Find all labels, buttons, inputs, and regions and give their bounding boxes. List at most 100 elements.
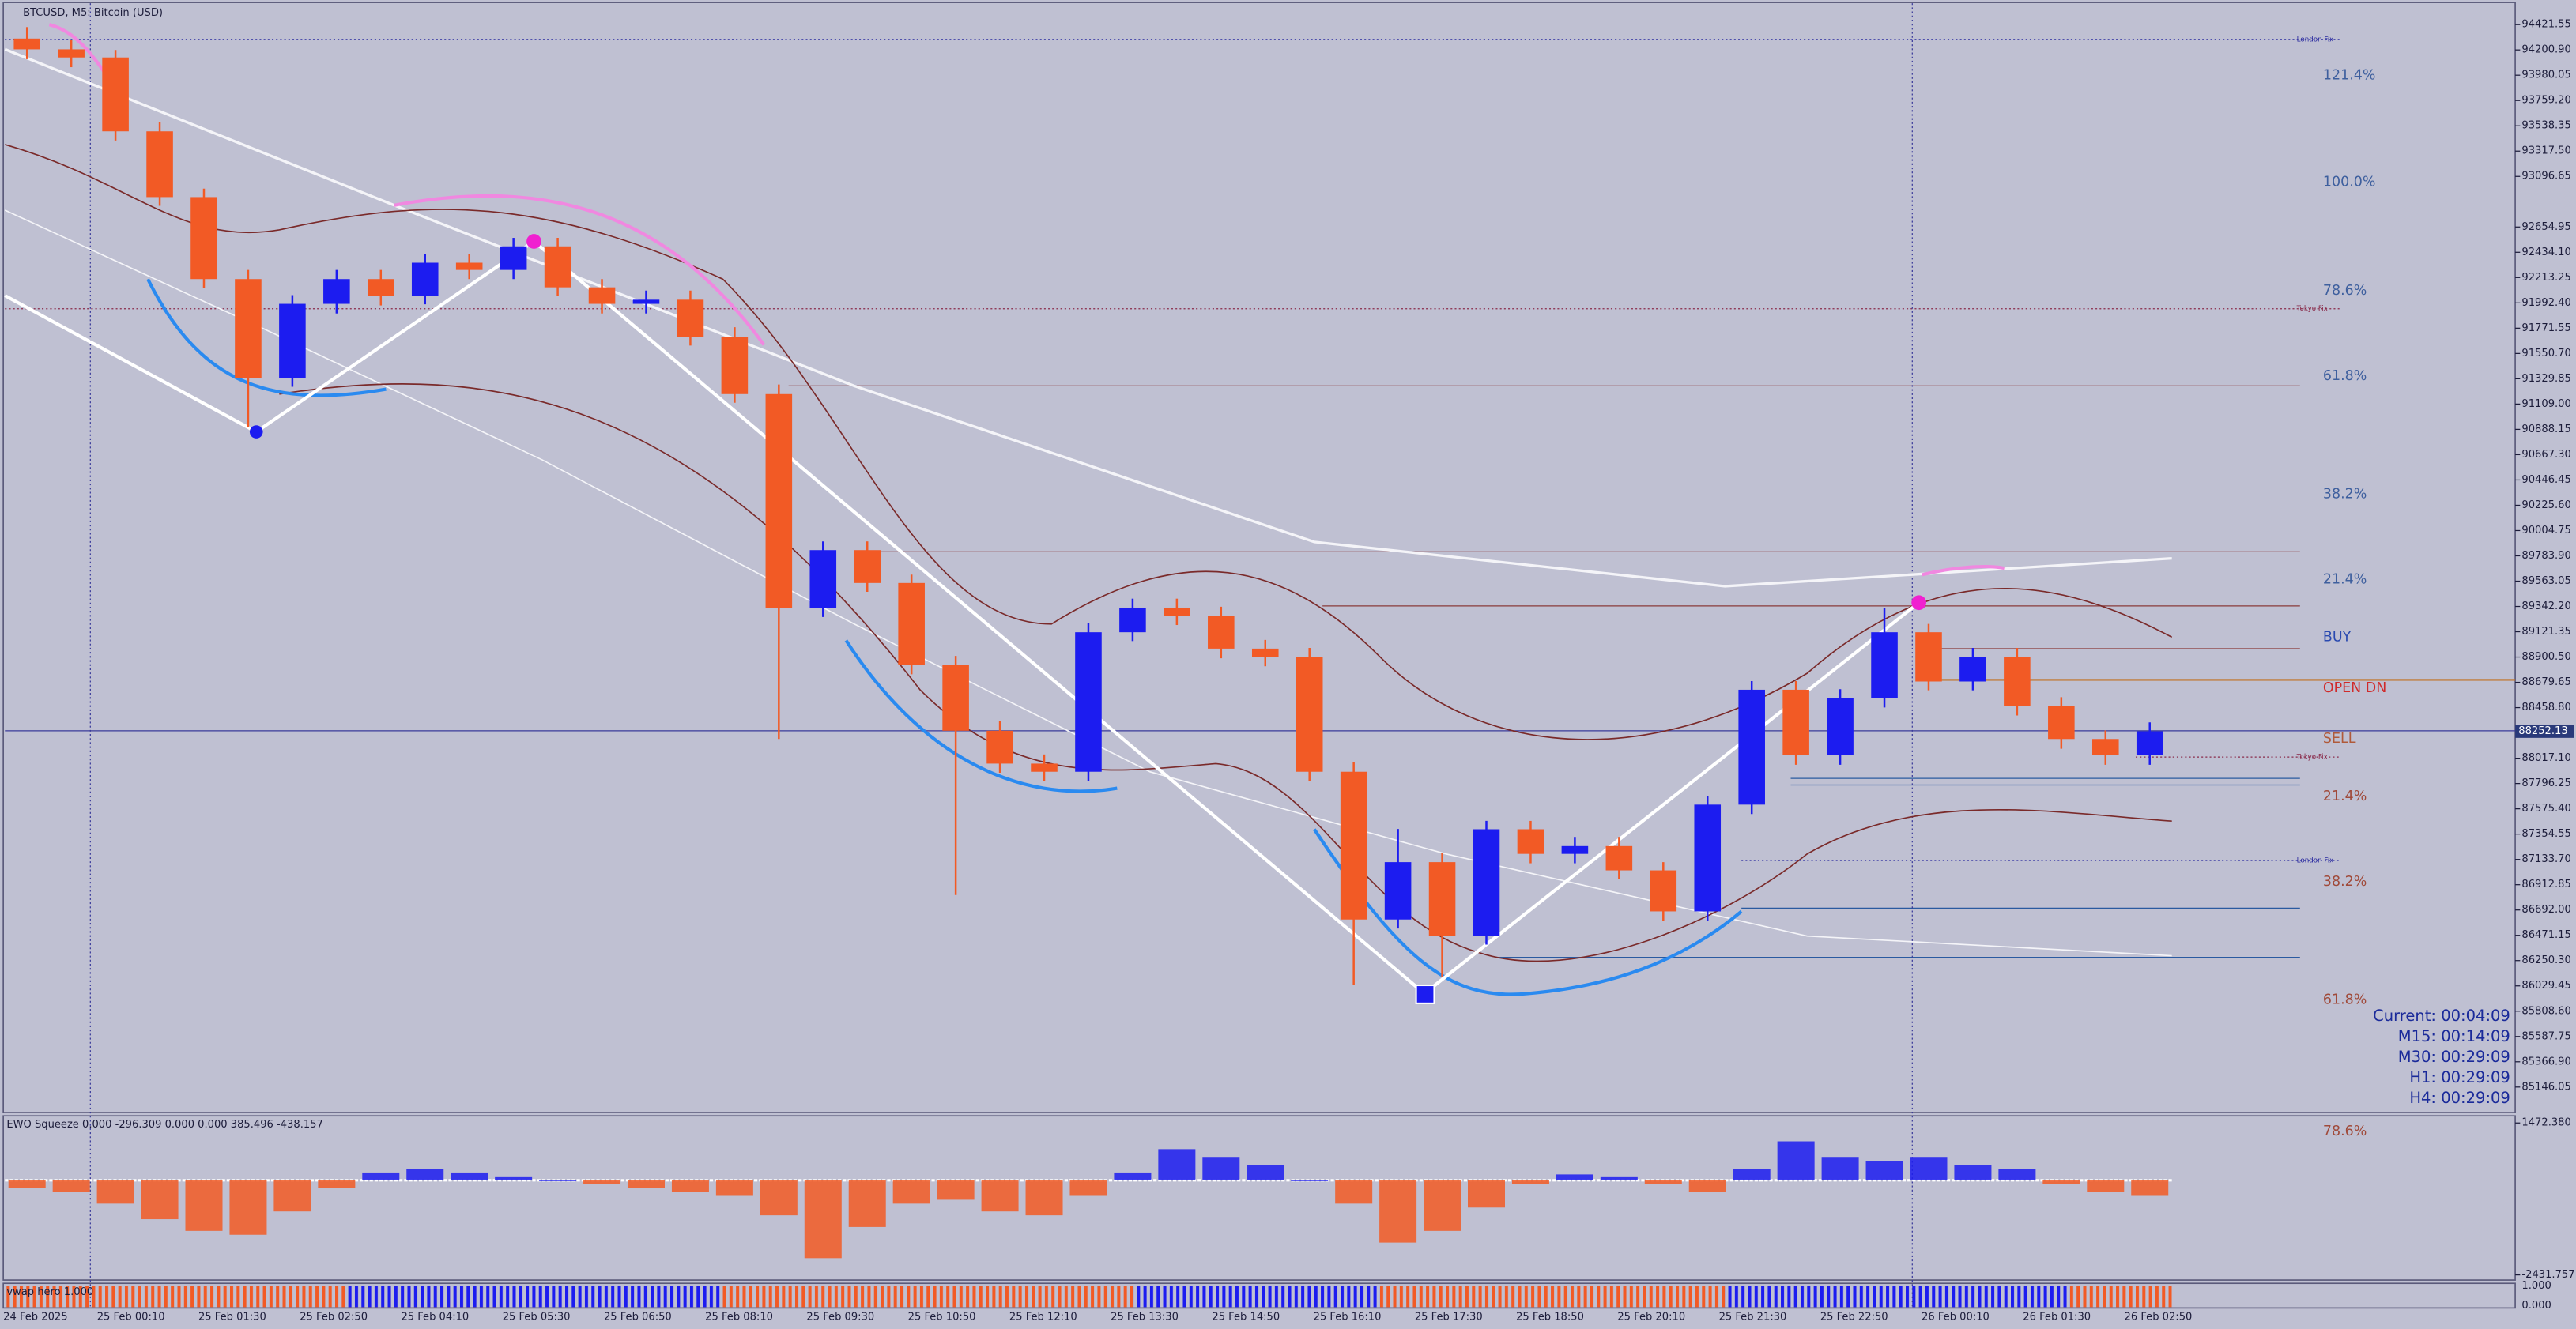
- oscillator-bar: [1424, 1180, 1461, 1231]
- y-tick-label: 94421.55: [2521, 19, 2570, 31]
- y-tick-label: 90888.15: [2521, 424, 2570, 435]
- oscillator-bar: [406, 1169, 444, 1180]
- y-tick-label: 90225.60: [2521, 499, 2570, 511]
- x-tick-label: 24 Feb 2025: [3, 1311, 67, 1323]
- annotation: Tokyo Fix: [2296, 305, 2328, 313]
- y-tick-label: 91550.70: [2521, 348, 2570, 360]
- y-tick-label: 87575.40: [2521, 803, 2570, 815]
- oscillator-bar: [981, 1180, 1019, 1212]
- fib-label: 78.6%: [2323, 283, 2367, 299]
- y-tick-label: 91329.85: [2521, 373, 2570, 385]
- oscillator-bar: [495, 1176, 533, 1180]
- candle-body: [942, 664, 969, 731]
- candle-body: [1473, 829, 1500, 936]
- x-tick-label: 25 Feb 01:30: [198, 1311, 266, 1323]
- candle-body: [1208, 616, 1235, 649]
- vwap-bars: [2069, 1286, 2172, 1308]
- candle-body: [632, 299, 660, 304]
- oscillator-bar: [539, 1180, 577, 1181]
- fib-label: 21.4%: [2323, 789, 2367, 804]
- timer: Current: 00:04:09: [2373, 1007, 2510, 1025]
- y-tick-label: 89783.90: [2521, 550, 2570, 562]
- y-tick-label: 86029.45: [2521, 980, 2570, 992]
- candle-body: [1827, 698, 1854, 755]
- candle-body: [1164, 607, 1190, 616]
- oscillator-bar: [1777, 1141, 1815, 1180]
- candle-body: [1650, 870, 1677, 912]
- candle-body: [1959, 657, 1986, 682]
- y-tick-label: 86912.85: [2521, 879, 2570, 890]
- oscillator-bar: [1865, 1161, 1903, 1180]
- y-tick-label: 87133.70: [2521, 853, 2570, 865]
- oscillator-bar: [892, 1180, 930, 1204]
- candle-body: [588, 287, 616, 304]
- candle-body: [677, 299, 704, 337]
- candle-body: [1075, 632, 1102, 772]
- oscillator-bar: [362, 1172, 400, 1180]
- oscillator-bar: [804, 1180, 842, 1259]
- y-tick-label: 91109.00: [2521, 398, 2570, 410]
- fib-label: 61.8%: [2323, 368, 2367, 384]
- candle-body: [765, 393, 793, 608]
- candle-body: [1694, 804, 1722, 912]
- x-tick-label: 25 Feb 05:30: [503, 1311, 571, 1323]
- oscillator-bar: [273, 1180, 311, 1212]
- candle-body: [898, 582, 925, 665]
- x-tick-label: 25 Feb 02:50: [300, 1311, 368, 1323]
- annotation: London Fix: [2297, 857, 2334, 865]
- oscillator-bar: [1600, 1176, 1638, 1180]
- candle-body: [1738, 689, 1765, 805]
- y-tick-label: 0.000: [2521, 1300, 2551, 1312]
- candle-body: [1782, 689, 1809, 755]
- candle-body: [411, 262, 439, 296]
- annotation: Tokyo Fix: [2296, 754, 2328, 762]
- oscillator-bar: [1998, 1169, 2036, 1180]
- y-tick-label: 90004.75: [2521, 525, 2570, 536]
- oscillator-bar: [1511, 1180, 1549, 1184]
- y-tick-label: 86692.00: [2521, 904, 2570, 916]
- candle-body: [986, 730, 1013, 764]
- candle-body: [102, 57, 129, 132]
- y-tick-label: 94200.90: [2521, 44, 2570, 56]
- fib-label: 38.2%: [2323, 874, 2367, 890]
- y-tick-label: 92654.95: [2521, 221, 2570, 233]
- y-tick-label: 91992.40: [2521, 297, 2570, 309]
- candle-body: [58, 49, 85, 58]
- candle-body: [368, 279, 394, 296]
- y-tick-label: 93980.05: [2521, 70, 2570, 81]
- oscillator-bar: [1025, 1180, 1063, 1216]
- x-tick-label: 25 Feb 14:50: [1212, 1311, 1280, 1323]
- y-tick-label: 87354.55: [2521, 828, 2570, 840]
- y-tick-label: 93538.35: [2521, 120, 2570, 132]
- candle-body: [1915, 632, 1942, 682]
- y-tick-label: 92213.25: [2521, 272, 2570, 284]
- candle-body: [1031, 763, 1058, 772]
- oscillator-bar: [1335, 1180, 1373, 1204]
- candle-body: [1119, 607, 1146, 633]
- oscillator-bar: [1291, 1180, 1329, 1181]
- candle-body: [2136, 731, 2163, 755]
- candle-body: [1605, 845, 1633, 871]
- candle-body: [854, 550, 881, 583]
- y-tick-label: 85808.60: [2521, 1005, 2570, 1017]
- oscillator-bar: [1468, 1180, 1506, 1208]
- fib-label: 100.0%: [2323, 175, 2376, 190]
- oscillator-bar: [1821, 1157, 1859, 1180]
- candle-body: [2048, 706, 2075, 740]
- y-tick-label: 88679.65: [2521, 676, 2570, 688]
- candle-body: [809, 550, 837, 608]
- x-tick-label: 25 Feb 18:50: [1516, 1311, 1584, 1323]
- fib-label: 61.8%: [2323, 992, 2367, 1008]
- y-tick-label: 89342.20: [2521, 600, 2570, 612]
- candle-body: [1251, 648, 1279, 657]
- y-tick-label: 93096.65: [2521, 171, 2570, 183]
- y-tick-label: 91771.55: [2521, 322, 2570, 334]
- timer: M15: 00:14:09: [2398, 1027, 2510, 1045]
- x-tick-label: 25 Feb 21:30: [1719, 1311, 1787, 1323]
- vwap-pane: [2, 1282, 2516, 1309]
- fib-label: OPEN DN: [2323, 680, 2386, 696]
- oscillator-bar: [1556, 1174, 1593, 1180]
- x-tick-label: 25 Feb 08:10: [705, 1311, 773, 1323]
- candle-body: [13, 38, 40, 50]
